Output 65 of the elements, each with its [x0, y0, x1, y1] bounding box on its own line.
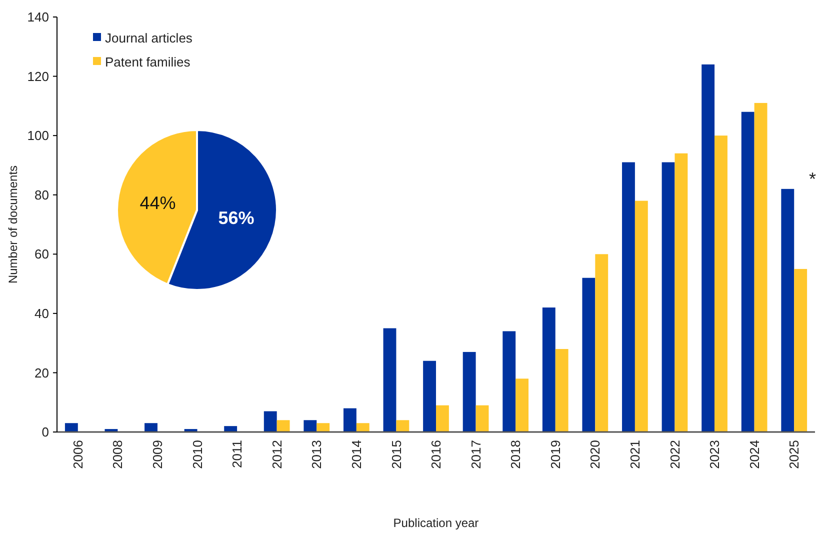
bar: [383, 328, 396, 432]
x-tick-label: 2019: [548, 440, 563, 469]
bar: [356, 423, 370, 432]
bar: [702, 64, 715, 432]
bar: [343, 408, 356, 432]
bar: [794, 268, 808, 432]
x-tick-label: 2012: [269, 440, 284, 469]
x-axis-title: Publication year: [393, 516, 479, 530]
bar: [462, 352, 476, 432]
x-tick-label: 2023: [707, 440, 722, 469]
bar: [304, 420, 317, 432]
bar: [276, 420, 290, 432]
y-tick-label: 120: [27, 68, 49, 84]
bar: [781, 188, 794, 432]
data-label: 56%: [218, 208, 254, 228]
bar: [662, 162, 675, 432]
bar: [224, 426, 238, 432]
x-tick-label: 2025: [786, 440, 802, 469]
x-tick-label: 2024: [746, 440, 762, 469]
x-tick-label: 2017: [468, 440, 484, 469]
y-tick-label: 100: [27, 128, 49, 144]
y-tick-label: 80: [34, 187, 49, 202]
x-tick-label: 2021: [628, 440, 642, 469]
x-tick-label: 2013: [309, 440, 324, 469]
bar: [144, 423, 158, 432]
y-tick-label: 60: [34, 246, 49, 262]
x-tick-label: 2009: [150, 440, 166, 469]
bar: [622, 162, 635, 432]
legend-label: Patent families: [105, 54, 191, 70]
bar: [714, 136, 728, 432]
bar: [423, 360, 436, 432]
x-tick-label: 2015: [388, 440, 404, 469]
y-axis-title: Number of documents: [6, 165, 20, 284]
bar: [502, 331, 516, 432]
legend-label: Journal articles: [105, 30, 193, 46]
x-tick-label: 2020: [588, 440, 603, 469]
bar: [516, 378, 529, 432]
x-tick-label: 2022: [667, 440, 682, 469]
x-tick-label: 2014: [348, 440, 364, 469]
bar: [674, 153, 688, 432]
bar: [595, 254, 608, 432]
bar: [264, 411, 277, 432]
bar: [436, 405, 449, 432]
x-tick-label: 2010: [190, 440, 205, 469]
data-label: 44%: [140, 192, 176, 213]
x-tick-label: 2016: [428, 440, 444, 469]
bar: [476, 405, 489, 432]
y-tick-label: 40: [34, 306, 49, 321]
y-tick-label: 20: [34, 365, 49, 380]
bar: [316, 423, 330, 432]
bar: [634, 200, 648, 432]
annotation: *: [809, 168, 816, 189]
bar: [542, 308, 556, 432]
bar: [582, 278, 596, 432]
bar: [741, 112, 754, 432]
x-tick-label: 2011: [230, 440, 245, 468]
x-tick-label: 2006: [70, 440, 86, 469]
y-tick-label: 0: [42, 424, 49, 440]
y-tick-label: 140: [27, 10, 49, 25]
bar: [555, 349, 568, 432]
bar: [396, 420, 410, 432]
x-tick-label: 2008: [110, 440, 126, 469]
bar: [754, 102, 768, 432]
bar: [64, 423, 78, 432]
x-tick-label: 2018: [508, 440, 524, 469]
